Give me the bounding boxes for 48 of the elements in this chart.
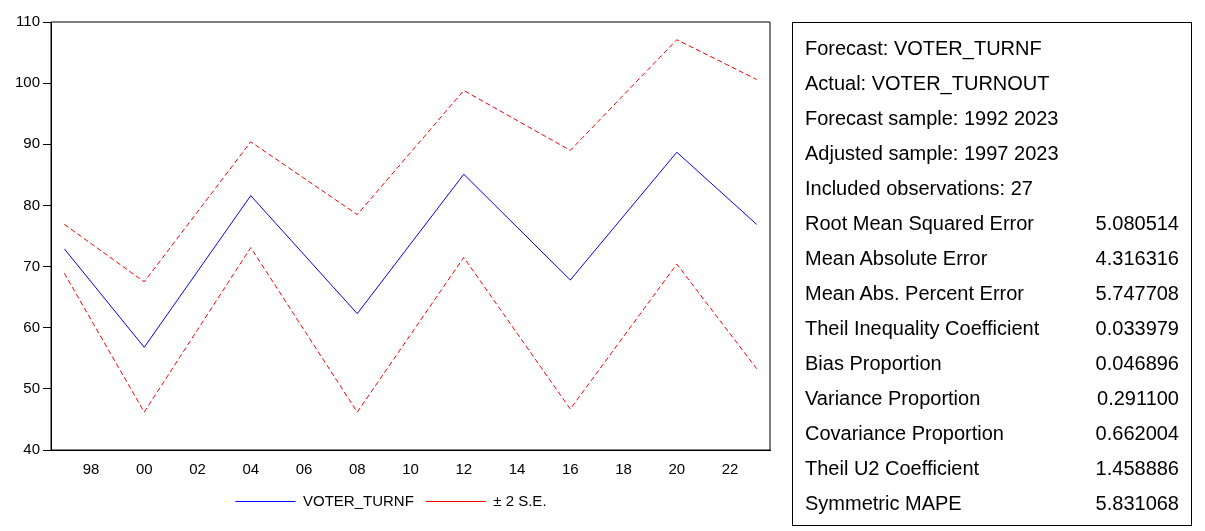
y-tick-label: 40 (23, 440, 41, 458)
x-tick-label: 08 (348, 460, 366, 478)
category-label: Covariance Proportion (805, 422, 1004, 445)
category-label: Mean Abs. Percent Error (805, 282, 1024, 305)
legend-label: ± 2 S.E. (493, 491, 547, 509)
x-tick-label: 20 (668, 460, 686, 478)
text: Forecast: VOTER_TURNF (805, 36, 1043, 62)
y-tick-label: 80 (23, 195, 41, 213)
text: 5.831068 (1095, 492, 1179, 514)
x-tick-label: 02 (189, 460, 206, 478)
legend-label: VOTER_TURNF (302, 491, 414, 509)
category-label: Bias Proportion (805, 352, 942, 375)
text: Forecast sample: 1992 2023 (805, 106, 1060, 131)
y-tick-label: 100 (15, 73, 41, 91)
line-series (63, 247, 758, 413)
y-tick-label: 90 (23, 134, 41, 152)
y-tick-label: 110 (16, 12, 41, 30)
text: 5.080514 (1095, 212, 1179, 234)
text: 0.662004 (1095, 422, 1179, 444)
x-tick-label: 10 (402, 460, 419, 478)
x-tick-label: 00 (135, 460, 153, 478)
x-tick-label: 12 (455, 460, 473, 478)
text: Included observations: 27 (805, 176, 1034, 201)
text: 1.458886 (1095, 457, 1179, 479)
category-label: Symmetric MAPE (805, 492, 962, 515)
category-label: Root Mean Squared Error (805, 212, 1035, 235)
x-tick-label: 22 (721, 460, 739, 478)
category-label: Theil U2 Coefficient (805, 457, 980, 480)
y-tick-label: 70 (23, 256, 41, 274)
x-tick-label: 98 (82, 460, 100, 478)
text: 4.316316 (1095, 247, 1179, 269)
text: 0.033979 (1095, 317, 1179, 339)
category-label: Mean Absolute Error (805, 247, 988, 270)
y-tick-label: 60 (23, 317, 41, 335)
x-tick-label: 04 (242, 460, 260, 478)
category-label: Theil Inequality Coefficient (805, 317, 1040, 340)
category-label: Variance Proportion (805, 387, 981, 410)
x-tick-label: 14 (508, 460, 526, 478)
y-tick-label: 50 (23, 379, 41, 396)
x-tick-label: 18 (615, 460, 632, 478)
x-tick-label: 16 (561, 460, 579, 478)
text: Actual: VOTER_TURNOUT (805, 71, 1051, 97)
text: Adjusted sample: 1997 2023 (805, 141, 1060, 166)
x-tick-label: 06 (295, 460, 313, 478)
text: 5.747708 (1095, 282, 1179, 304)
text: 0.291100 (1097, 387, 1179, 409)
line-series (63, 39, 758, 283)
text: 0.046896 (1095, 352, 1179, 374)
